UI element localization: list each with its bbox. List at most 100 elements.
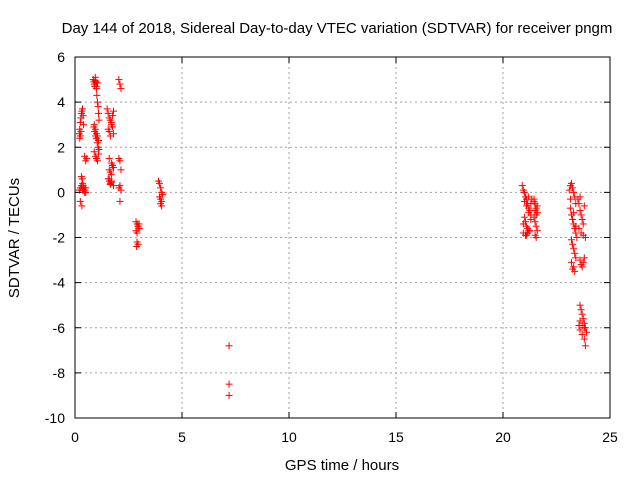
x-tick-label: 5 xyxy=(178,429,186,445)
data-point xyxy=(95,116,103,124)
data-point xyxy=(157,184,165,192)
grid-lines xyxy=(75,57,610,418)
data-point xyxy=(532,211,540,219)
data-point xyxy=(93,157,101,165)
x-tick-labels: 0 5 10 15 20 25 xyxy=(71,429,618,445)
data-point xyxy=(106,180,114,188)
data-point xyxy=(572,254,580,262)
data-point xyxy=(580,324,588,332)
data-point xyxy=(566,195,574,203)
data-point xyxy=(108,161,116,169)
data-point xyxy=(582,328,590,336)
data-point xyxy=(105,127,113,135)
data-point xyxy=(577,306,585,314)
data-point xyxy=(117,85,125,93)
data-point xyxy=(532,222,540,230)
x-tick-label: 20 xyxy=(495,429,511,445)
y-tick-label: 4 xyxy=(57,94,65,110)
data-point xyxy=(575,224,583,232)
data-point xyxy=(580,202,588,210)
data-point xyxy=(225,391,233,399)
data-point xyxy=(107,118,115,126)
y-tick-label: -2 xyxy=(53,230,66,246)
data-point xyxy=(571,267,579,275)
data-point xyxy=(525,209,533,217)
data-point xyxy=(581,342,589,350)
data-point xyxy=(105,155,113,163)
data-point xyxy=(93,79,101,87)
data-point xyxy=(94,103,102,111)
data-point xyxy=(103,105,111,113)
data-point xyxy=(523,231,531,239)
y-tick-label: -8 xyxy=(53,365,66,381)
data-point xyxy=(93,91,101,99)
data-point xyxy=(531,206,539,214)
data-point xyxy=(83,155,91,163)
data-point xyxy=(530,197,538,205)
data-point xyxy=(95,150,103,158)
data-point xyxy=(115,76,123,84)
data-point xyxy=(520,213,528,221)
data-point xyxy=(569,240,577,248)
y-tick-labels: -10 -8 -6 -4 -2 0 2 4 6 xyxy=(45,49,65,426)
data-point xyxy=(533,202,541,210)
data-point xyxy=(567,258,575,266)
data-point xyxy=(90,148,98,156)
x-tick-label: 10 xyxy=(281,429,297,445)
x-tick-label: 0 xyxy=(71,429,79,445)
data-point xyxy=(576,326,584,334)
data-point xyxy=(575,200,583,208)
data-point xyxy=(80,121,88,129)
y-tick-label: -6 xyxy=(53,320,66,336)
data-point xyxy=(578,310,586,318)
data-point xyxy=(570,209,578,217)
data-point xyxy=(576,317,584,325)
data-point xyxy=(92,82,100,90)
data-point xyxy=(579,220,587,228)
data-point xyxy=(580,254,588,262)
data-point xyxy=(116,157,124,165)
data-point xyxy=(526,227,534,235)
data-point xyxy=(567,236,575,244)
data-point xyxy=(580,335,588,343)
data-point xyxy=(156,179,164,187)
data-point xyxy=(569,184,577,192)
data-point xyxy=(579,258,587,266)
data-point xyxy=(108,112,116,120)
data-point xyxy=(523,202,531,210)
y-tick-label: 6 xyxy=(57,49,65,65)
data-point xyxy=(133,229,141,237)
data-point xyxy=(90,123,98,131)
data-point xyxy=(573,234,581,241)
data-point xyxy=(566,204,574,212)
data-point xyxy=(581,234,589,241)
data-point xyxy=(104,109,112,117)
y-axis-label: SDTVAR / TECUs xyxy=(6,178,23,298)
data-point xyxy=(76,197,84,205)
data-point xyxy=(92,134,100,142)
data-point xyxy=(78,105,86,113)
x-tick-label: 15 xyxy=(388,429,404,445)
data-point xyxy=(225,342,233,350)
y-tick-label: -4 xyxy=(53,275,66,291)
data-point xyxy=(116,80,124,88)
data-point xyxy=(578,331,586,339)
data-point xyxy=(520,188,528,196)
data-point xyxy=(519,220,527,228)
data-point xyxy=(110,107,118,115)
data-point xyxy=(578,215,586,223)
data-point xyxy=(78,202,86,210)
data-point xyxy=(133,243,141,251)
y-tick-label: 2 xyxy=(57,139,65,155)
axis-ticks xyxy=(74,56,611,419)
data-point xyxy=(570,188,578,196)
data-point xyxy=(76,132,84,140)
data-point xyxy=(93,139,101,147)
data-point xyxy=(110,182,118,190)
data-point xyxy=(95,109,103,117)
data-point xyxy=(91,127,99,135)
data-point xyxy=(78,175,86,183)
y-tick-label: 0 xyxy=(57,184,65,200)
x-axis-label: GPS time / hours xyxy=(285,457,399,474)
